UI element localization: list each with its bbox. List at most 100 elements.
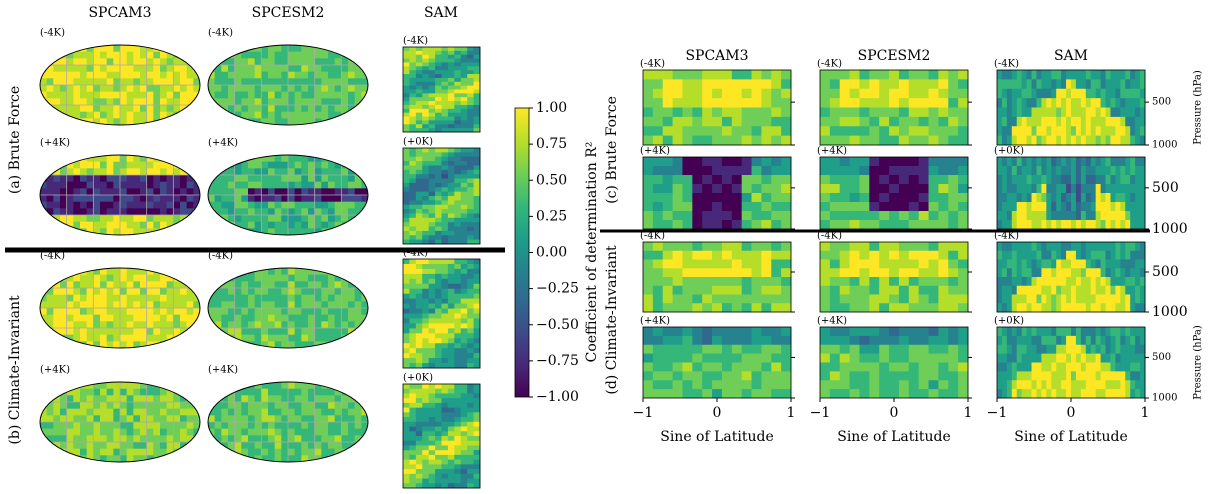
cell: [473, 81, 481, 87]
cell: [106, 65, 114, 73]
cell: [66, 388, 74, 396]
cell: [100, 51, 108, 59]
cell: [702, 88, 713, 99]
cell: [1115, 193, 1121, 203]
cell: [354, 71, 362, 79]
cell: [186, 428, 194, 436]
cell: [354, 118, 362, 125]
cell: [166, 175, 174, 183]
cell: [334, 408, 342, 416]
cell: [761, 294, 772, 304]
cell: [428, 343, 436, 349]
cell: [1130, 242, 1136, 252]
cell: [106, 448, 114, 456]
cell: [1080, 259, 1087, 269]
cell: [702, 175, 713, 185]
cell: [321, 201, 329, 209]
cell: [447, 152, 455, 158]
cell: [93, 408, 101, 416]
cell: [73, 71, 81, 79]
cell: [186, 78, 194, 86]
cell: [460, 174, 468, 179]
cell: [454, 58, 462, 63]
cell: [173, 328, 181, 336]
cell: [160, 221, 168, 229]
cell: [889, 294, 900, 304]
cell: [166, 341, 174, 348]
cell: [422, 182, 430, 188]
cell: [473, 288, 481, 295]
cell: [140, 161, 148, 169]
cell: [1011, 202, 1018, 212]
cell: [751, 193, 762, 203]
cell: [771, 211, 782, 221]
cell: [46, 274, 54, 282]
cell: [662, 242, 673, 252]
cell: [403, 412, 410, 418]
cell: [40, 268, 48, 276]
cell: [918, 116, 929, 127]
cell: [248, 175, 256, 183]
cell: [221, 308, 229, 316]
cell: [460, 440, 468, 446]
cell: [348, 181, 356, 189]
cell: [166, 161, 174, 169]
cell: [268, 301, 276, 309]
cell: [46, 181, 54, 189]
cell: [153, 201, 161, 209]
cell: [415, 358, 423, 364]
cell: [254, 228, 262, 235]
cell: [692, 98, 703, 108]
cell: [428, 128, 436, 133]
cell: [40, 341, 48, 348]
cell: [186, 448, 194, 456]
cell: [274, 314, 282, 322]
column-title: SPCESM2: [252, 5, 325, 21]
cell: [1140, 211, 1146, 221]
cell: [467, 426, 474, 432]
cell: [261, 328, 269, 336]
cell: [288, 155, 296, 163]
cell: [1051, 166, 1057, 176]
cell: [106, 328, 114, 336]
column-title: SPCAM3: [685, 48, 748, 64]
cell: [248, 51, 256, 59]
cell: [403, 288, 410, 295]
cell: [467, 128, 474, 133]
cell: [348, 314, 356, 322]
cell: [328, 71, 336, 79]
cell: [1041, 285, 1047, 295]
cell: [1051, 88, 1057, 99]
cell: [214, 65, 222, 73]
cell: [106, 58, 114, 66]
cell: [467, 473, 474, 479]
cell: [66, 281, 74, 289]
cell: [228, 168, 236, 176]
cell: [341, 415, 349, 423]
cell: [441, 101, 449, 106]
cell: [166, 78, 174, 86]
cell: [473, 343, 481, 349]
cell: [447, 97, 455, 102]
cell: [140, 415, 148, 423]
cell: [160, 415, 168, 423]
cell: [308, 161, 316, 169]
cell: [308, 78, 316, 86]
cell: [100, 175, 108, 183]
cell: [160, 161, 168, 169]
cell: [46, 314, 54, 322]
cell: [113, 341, 121, 348]
cell: [166, 201, 174, 209]
cell: [1090, 79, 1097, 90]
cell: [268, 105, 276, 113]
cell: [126, 301, 134, 309]
cell: [721, 277, 733, 287]
cell: [153, 402, 161, 410]
cell: [106, 408, 114, 416]
cell: [281, 161, 289, 169]
cell: [1026, 98, 1032, 108]
cell: [1016, 70, 1023, 80]
cell: [918, 242, 929, 252]
cell: [160, 188, 168, 196]
cell: [403, 421, 410, 427]
